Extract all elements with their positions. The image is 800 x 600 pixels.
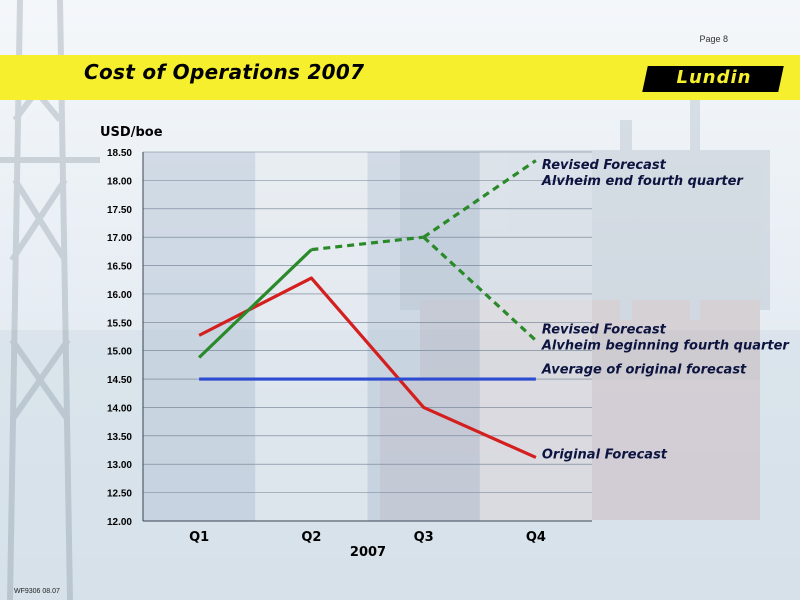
y-tick-label: 18.50 <box>107 148 132 159</box>
y-tick-label: 18.00 <box>107 176 132 187</box>
annotation-line: Average of original forecast <box>541 362 747 377</box>
x-tick-label: Q4 <box>526 530 546 545</box>
annotation-label: Revised Forecast Alvheim end fourth quart… <box>541 158 745 189</box>
annotation-label: Original Forecast <box>542 448 668 463</box>
y-tick-label: 13.00 <box>107 460 132 471</box>
y-tick-label: 14.00 <box>107 403 132 414</box>
series-line <box>422 159 537 239</box>
x-axis-label: 2007 <box>350 545 386 560</box>
series-line <box>198 248 313 359</box>
y-tick-label: 15.50 <box>107 318 132 329</box>
series-line <box>422 235 537 342</box>
annotation-label: Revised Forecast Alvheim beginning fourth… <box>541 323 791 354</box>
annotation-line: Revised Forecast <box>542 158 667 173</box>
x-axis-ticks: Q1 Q2 Q3 Q4 <box>189 530 546 545</box>
category-band <box>255 152 368 521</box>
y-tick-label: 16.00 <box>107 290 132 301</box>
slide-title: Cost of Operations 2007 <box>84 60 365 84</box>
y-tick-label: 17.00 <box>107 233 132 244</box>
series-lines <box>198 159 537 459</box>
annotation-line: Revised Forecast <box>542 323 667 338</box>
annotations: Revised Forecast Alvheim end fourth quart… <box>541 158 791 463</box>
category-band <box>143 152 256 521</box>
y-axis-label: USD/boe <box>100 125 163 140</box>
x-tick-label: Q1 <box>189 530 209 545</box>
y-tick-label: 14.50 <box>107 375 132 386</box>
y-axis-ticks: 12.00 12.50 13.00 13.50 14.00 14.50 15.00 15.50… <box>107 148 132 528</box>
page-number: Page 8 <box>699 34 728 44</box>
y-tick-label: 12.50 <box>107 489 132 500</box>
annotation-line: Alvheim beginning fourth quarter <box>541 339 791 354</box>
category-band <box>479 152 592 521</box>
annotation-line: Alvheim end fourth quarter <box>541 174 745 189</box>
plot-background <box>143 152 592 521</box>
y-tick-label: 16.50 <box>107 262 132 273</box>
annotation-label: Average of original forecast <box>541 362 747 377</box>
y-tick-label: 15.00 <box>107 347 132 358</box>
document-code: WF9306 08.07 <box>14 588 60 595</box>
y-tick-label: 13.50 <box>107 432 132 443</box>
x-tick-label: Q2 <box>301 530 321 545</box>
x-tick-label: Q3 <box>414 530 434 545</box>
category-band <box>367 152 480 521</box>
y-tick-label: 12.00 <box>107 517 132 528</box>
lundin-logo-text: Lundin <box>676 67 752 88</box>
annotation-line: Original Forecast <box>542 448 668 463</box>
plot-area <box>143 152 592 521</box>
y-tick-label: 17.50 <box>107 205 132 216</box>
series-line <box>198 276 537 459</box>
series-line <box>311 235 424 252</box>
